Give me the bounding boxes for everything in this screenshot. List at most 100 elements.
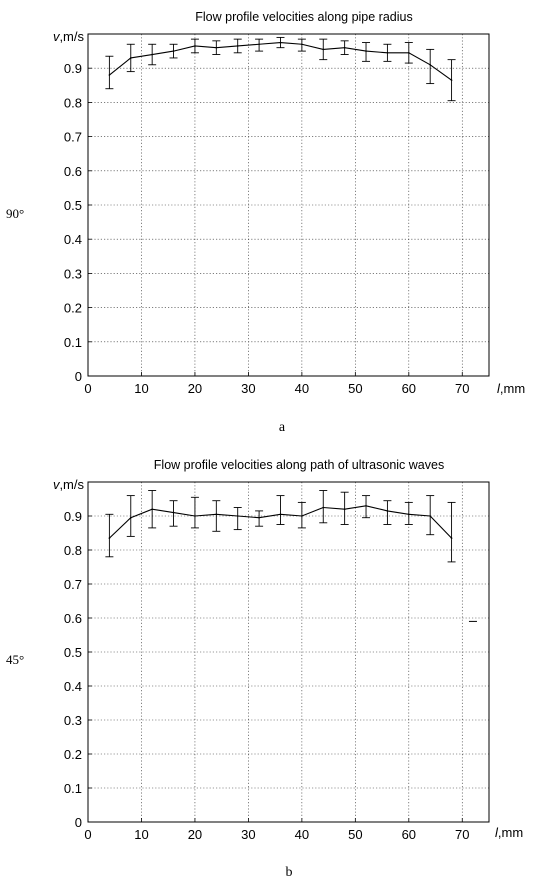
- y-tick-label: 0.8: [64, 543, 82, 558]
- data-point: [129, 516, 132, 519]
- data-point: [236, 45, 239, 47]
- y-tick-label: 0.4: [64, 679, 82, 694]
- error-bar: [426, 48, 435, 85]
- y-tick-label: 0.5: [64, 645, 82, 660]
- error-bar: [255, 38, 264, 52]
- y-axis-var: v: [53, 29, 61, 44]
- x-axis-unit: ,mm: [500, 381, 525, 396]
- data-point: [450, 79, 453, 81]
- x-axis-var: l: [497, 381, 501, 396]
- data-point: [322, 48, 325, 51]
- x-tick-label: 30: [241, 381, 255, 396]
- angle-label: 90°: [6, 206, 24, 221]
- x-tick-label: 30: [241, 827, 255, 842]
- y-tick-label: 0.2: [64, 301, 82, 316]
- error-bar: [126, 495, 135, 537]
- data-point: [322, 506, 325, 509]
- data-point: [429, 63, 431, 66]
- data-point: [215, 46, 218, 49]
- y-axis-label: v,m/s: [53, 29, 85, 44]
- y-tick-label: 0.9: [64, 61, 82, 76]
- series-line-group: [108, 41, 453, 81]
- error-bar: [319, 490, 328, 524]
- data-point: [450, 537, 453, 539]
- plot-frame: [87, 33, 490, 377]
- data-point: [301, 43, 303, 46]
- error-bar: [105, 513, 114, 558]
- x-tick-label: 0: [84, 381, 91, 396]
- y-tick-label: 0.7: [64, 577, 82, 592]
- x-tick-label: 70: [455, 381, 469, 396]
- data-point: [172, 511, 175, 514]
- tick-labels: 0 10 20 30 40 50 60 70 0 0.1 0.2 0.3 0.4 0.5 0.6 0.7 0.8…: [64, 61, 470, 396]
- chart-panel-b: Flow profile velocities along path of ul…: [6, 458, 523, 880]
- error-bar: [362, 495, 371, 519]
- y-tick-label: 0.6: [64, 164, 82, 179]
- data-point: [408, 513, 410, 516]
- x-tick-label: 60: [402, 827, 416, 842]
- x-axis-unit: ,mm: [498, 825, 523, 840]
- data-point: [386, 510, 389, 512]
- x-tick-label: 70: [455, 827, 469, 842]
- x-axis-label: l,mm: [497, 381, 525, 396]
- plot-frame: [87, 481, 490, 823]
- chart-title: Flow profile velocities along pipe radiu…: [195, 10, 412, 24]
- error-bar: [255, 510, 264, 527]
- y-axis-label: v,m/s: [53, 477, 85, 492]
- grid: [87, 33, 490, 377]
- x-tick-label: 10: [134, 381, 148, 396]
- data-point: [151, 53, 153, 56]
- data-point: [429, 515, 431, 517]
- data-point: [194, 45, 196, 47]
- y-tick-label: 0.1: [64, 781, 82, 796]
- y-tick-label: 0.4: [64, 232, 82, 247]
- data-point: [365, 505, 367, 507]
- error-bar: [362, 42, 371, 62]
- angle-label: 45°: [6, 652, 24, 667]
- data-point: [129, 57, 132, 59]
- chart-title: Flow profile velocities along path of ul…: [154, 458, 444, 472]
- data-point: [258, 516, 260, 519]
- error-bar: [426, 495, 435, 536]
- error-bar: [276, 495, 285, 525]
- data-point: [194, 515, 196, 517]
- data-point: [343, 508, 346, 511]
- tick-labels: 0 10 20 30 40 50 60 70 0 0.1 0.2 0.3 0.4 0.5 0.6 0.7 0.8…: [64, 509, 470, 842]
- data-point: [386, 52, 389, 54]
- x-axis-var: l: [495, 825, 499, 840]
- error-bars: [105, 36, 456, 102]
- y-tick-label: 0.6: [64, 611, 82, 626]
- error-bar: [212, 500, 221, 532]
- y-tick-label: 0.3: [64, 266, 82, 281]
- y-tick-label: 0.5: [64, 198, 82, 213]
- error-bar: [383, 500, 392, 525]
- data-point: [301, 515, 303, 517]
- x-tick-label: 50: [348, 381, 362, 396]
- panel-label: b: [286, 865, 293, 880]
- x-tick-label: 20: [188, 381, 202, 396]
- data-point: [365, 50, 367, 52]
- panel-label: a: [279, 420, 286, 435]
- y-tick-label: 0.8: [64, 95, 82, 110]
- x-axis-label: l,mm: [495, 825, 523, 840]
- grid: [87, 481, 490, 823]
- x-tick-label: 40: [295, 827, 309, 842]
- error-bar: [190, 496, 199, 529]
- data-point: [343, 46, 346, 49]
- data-point: [279, 41, 282, 44]
- data-point: [172, 50, 175, 52]
- data-point: [408, 52, 410, 54]
- data-point: [258, 43, 260, 46]
- series-line: [109, 41, 452, 81]
- data-point: [215, 513, 218, 516]
- data-point: [279, 513, 282, 516]
- error-bar: [340, 491, 349, 525]
- x-tick-label: 20: [188, 827, 202, 842]
- y-axis-unit: ,m/s: [59, 477, 84, 492]
- data-point: [108, 537, 111, 539]
- series-line-group: [108, 505, 453, 539]
- chart-panel-a: Flow profile velocities along pipe radiu…: [6, 10, 525, 435]
- x-tick-label: 10: [134, 827, 148, 842]
- x-tick-label: 0: [84, 827, 91, 842]
